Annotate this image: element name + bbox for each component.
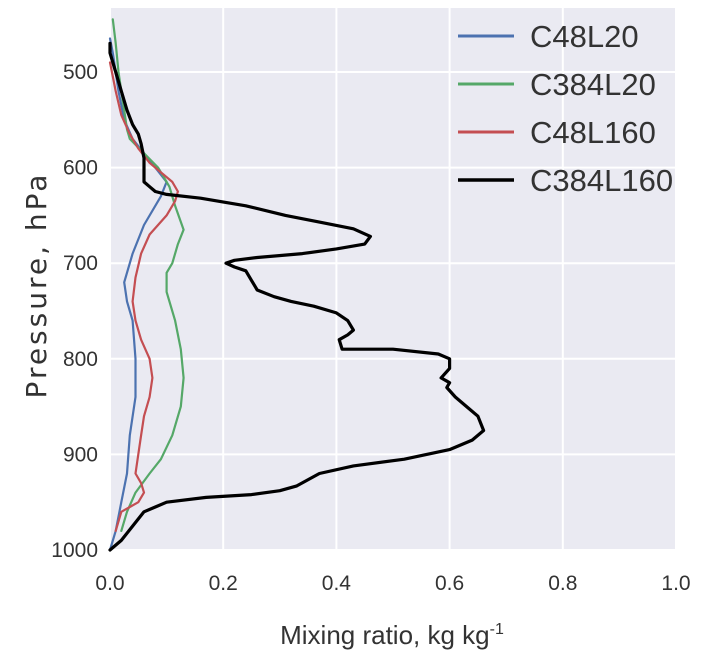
y-tick-label: 800	[63, 348, 98, 371]
x-tick-label: 1.0	[661, 572, 690, 595]
x-tick-label: 0.6	[435, 572, 464, 595]
y-tick-label: 700	[63, 252, 98, 275]
series-line-c48l160	[108, 61, 179, 533]
x-tick-labels: 0.0 0.2 0.4 0.6 0.8 1.0	[95, 572, 690, 595]
series-line-c384l20	[111, 18, 185, 533]
x-tick-label: 0.4	[322, 572, 352, 595]
legend-label: C384L20	[530, 67, 656, 102]
legend-label: C48L20	[530, 19, 639, 54]
y-tick-labels: 500 600 700 800 900 1000	[51, 61, 98, 562]
y-tick-label: 500	[63, 61, 98, 84]
series-lines	[108, 18, 486, 552]
y-tick-label: 600	[63, 157, 98, 180]
legend-label: C384L160	[530, 163, 673, 198]
x-axis-label: Mixing ratio, kg kg-1	[280, 620, 504, 650]
x-axis-label-text: Mixing ratio, kg kg	[280, 620, 490, 650]
grid-lines	[109, 8, 677, 551]
series-line-c384l160	[108, 41, 486, 552]
y-axis-label: Pressure, hPa	[20, 172, 53, 399]
legend: C48L20 C384L20 C48L160 C384L160	[458, 19, 673, 198]
y-tick-label: 1000	[51, 539, 98, 562]
x-axis-label-superscript: -1	[490, 621, 504, 638]
x-tick-label: 0.8	[548, 572, 577, 595]
x-tick-label: 0.2	[209, 572, 238, 595]
legend-label: C48L160	[530, 115, 656, 150]
x-tick-label: 0.0	[95, 572, 124, 595]
y-tick-label: 900	[63, 443, 98, 466]
